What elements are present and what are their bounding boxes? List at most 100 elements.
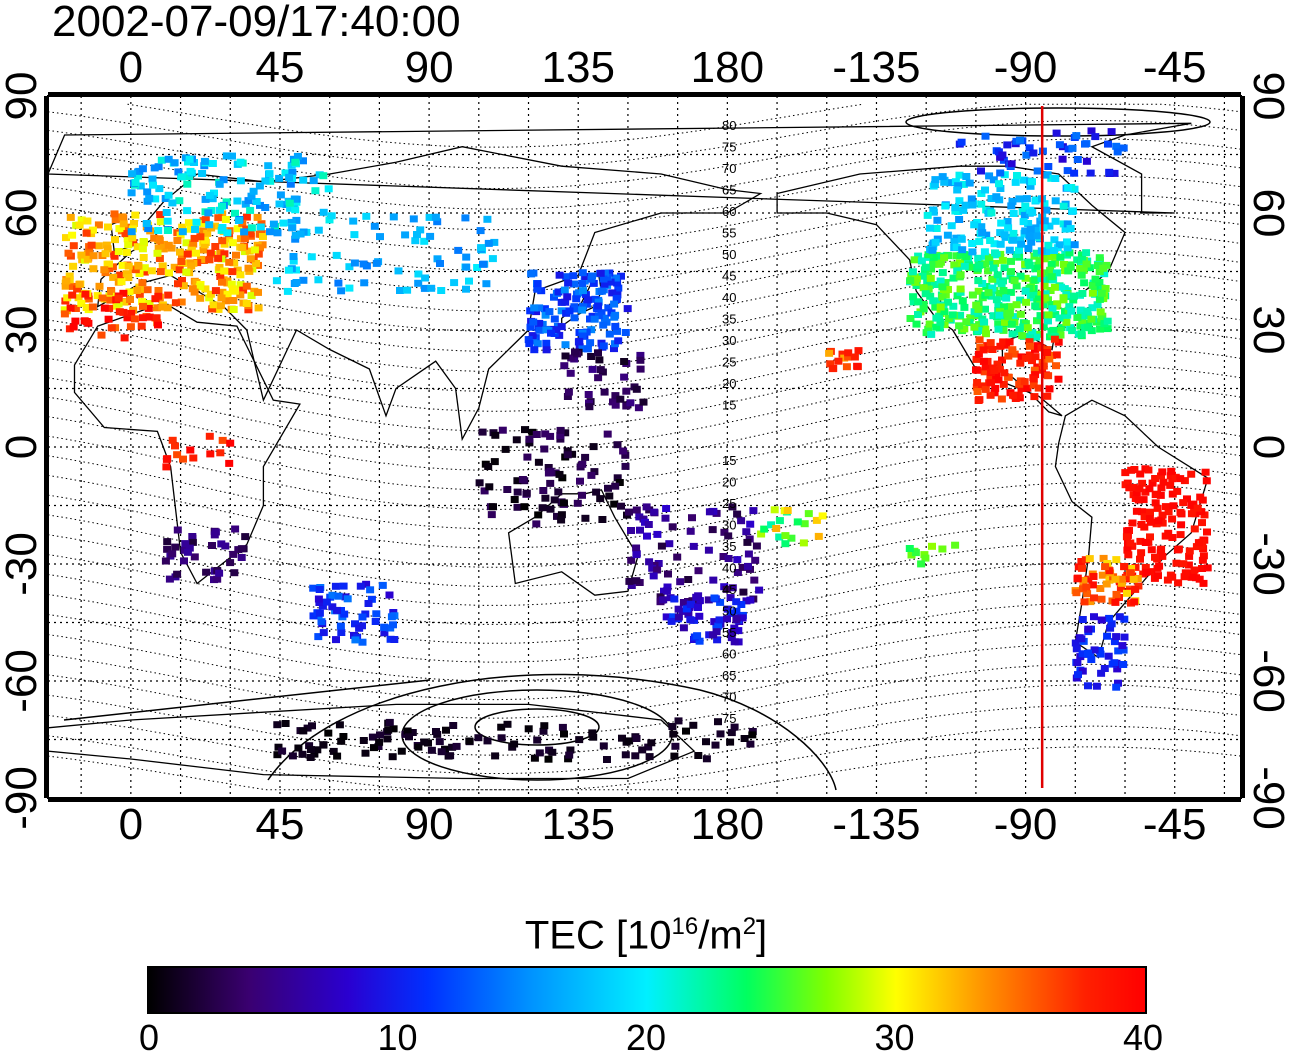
tec-cell (138, 279, 147, 287)
tec-cell (748, 731, 757, 739)
tec-cell (981, 260, 990, 268)
tec-cell (100, 266, 109, 274)
contour-label-north: 35 (722, 312, 736, 327)
tec-cell (98, 294, 107, 302)
tec-cell (71, 305, 80, 312)
tec-cell (974, 287, 983, 295)
tec-cell (726, 594, 735, 602)
tec-cell (152, 314, 161, 322)
tec-cell (991, 259, 1000, 267)
tec-cell (993, 360, 1002, 368)
tec-cell (1129, 483, 1138, 491)
contour-label-south: 40 (722, 561, 736, 576)
tec-cell (610, 345, 618, 353)
tec-cell (732, 598, 741, 606)
tec-cell (924, 285, 933, 293)
tec-cell (728, 584, 737, 592)
tec-cell (1040, 255, 1049, 263)
tec-cell (755, 586, 764, 594)
tec-cell (974, 350, 983, 358)
tec-cell (949, 274, 958, 282)
tec-cell (992, 372, 1001, 380)
tec-cell (162, 209, 171, 216)
tec-cell (145, 194, 154, 202)
tec-cell (299, 276, 308, 284)
tec-cell (1036, 300, 1045, 308)
tec-cell (744, 550, 753, 558)
tec-cell (1033, 167, 1042, 175)
tec-cell (107, 288, 116, 296)
tec-cell (1063, 238, 1071, 246)
tec-cell (389, 621, 397, 629)
tec-cell (1168, 534, 1177, 541)
tec-cell (1107, 620, 1116, 628)
tec-cell (233, 197, 242, 205)
tec-cell (1164, 508, 1173, 516)
contour-line (47, 288, 1242, 372)
tec-cell (82, 304, 91, 311)
tec-cell (1024, 220, 1033, 227)
tec-cell (570, 314, 579, 322)
contour-line (47, 725, 1242, 791)
tec-cell (131, 211, 140, 219)
tec-cell (89, 265, 98, 273)
tec-cell (1151, 499, 1160, 507)
tec-cell (694, 567, 703, 575)
tec-cell (474, 734, 483, 742)
tec-cell (77, 299, 86, 307)
tec-cell (143, 188, 152, 196)
tec-cell (614, 337, 623, 345)
tec-cell (520, 503, 529, 511)
tec-cell (1154, 572, 1162, 580)
tec-cell (712, 628, 721, 636)
tec-cell (1136, 537, 1145, 545)
tec-cell (484, 463, 493, 470)
tec-cell (1181, 569, 1190, 577)
tec-cell (918, 272, 927, 280)
tec-cell (1051, 217, 1060, 225)
tec-cell (165, 575, 174, 583)
tec-cell (450, 279, 459, 287)
tec-cell (981, 186, 989, 194)
tec-cell (1044, 317, 1052, 325)
tec-cell (530, 304, 539, 312)
tec-cell (319, 172, 328, 180)
tec-cell (299, 727, 308, 735)
tec-cell (1158, 519, 1167, 527)
tec-cell (908, 268, 917, 276)
tec-cell (126, 323, 135, 331)
tec-cell (1097, 616, 1106, 624)
tec-cell (473, 264, 482, 271)
tec-cell (433, 218, 442, 226)
tec-cell (724, 555, 733, 562)
tec-cell (100, 304, 109, 312)
tec-cell (775, 533, 784, 541)
tec-cell (1009, 210, 1018, 217)
tec-cell (73, 285, 82, 293)
tec-cell (932, 303, 941, 311)
tec-cell (1031, 353, 1040, 361)
tec-cell (1008, 197, 1017, 205)
tec-cell (828, 365, 837, 373)
tec-cell (497, 734, 506, 742)
tec-cell (1131, 563, 1140, 571)
tec-cell (728, 503, 737, 511)
tec-cell (236, 291, 245, 299)
tec-cell (1077, 330, 1086, 338)
tec-cell (1010, 277, 1019, 285)
tec-cell (674, 717, 683, 725)
tec-cell (931, 176, 940, 184)
tec-cell (1198, 519, 1206, 527)
tec-cell (1123, 546, 1132, 554)
tec-cell (532, 520, 541, 528)
tec-cell (679, 599, 688, 606)
tec-cell (981, 385, 990, 393)
tec-cell (684, 576, 693, 583)
tec-cell (738, 614, 747, 622)
contour-label-south: 25 (722, 496, 736, 511)
tec-cell (427, 746, 436, 754)
tec-cell (912, 320, 921, 328)
tec-cell (844, 353, 853, 361)
tec-cell (739, 588, 748, 596)
tec-cell (1173, 487, 1182, 495)
